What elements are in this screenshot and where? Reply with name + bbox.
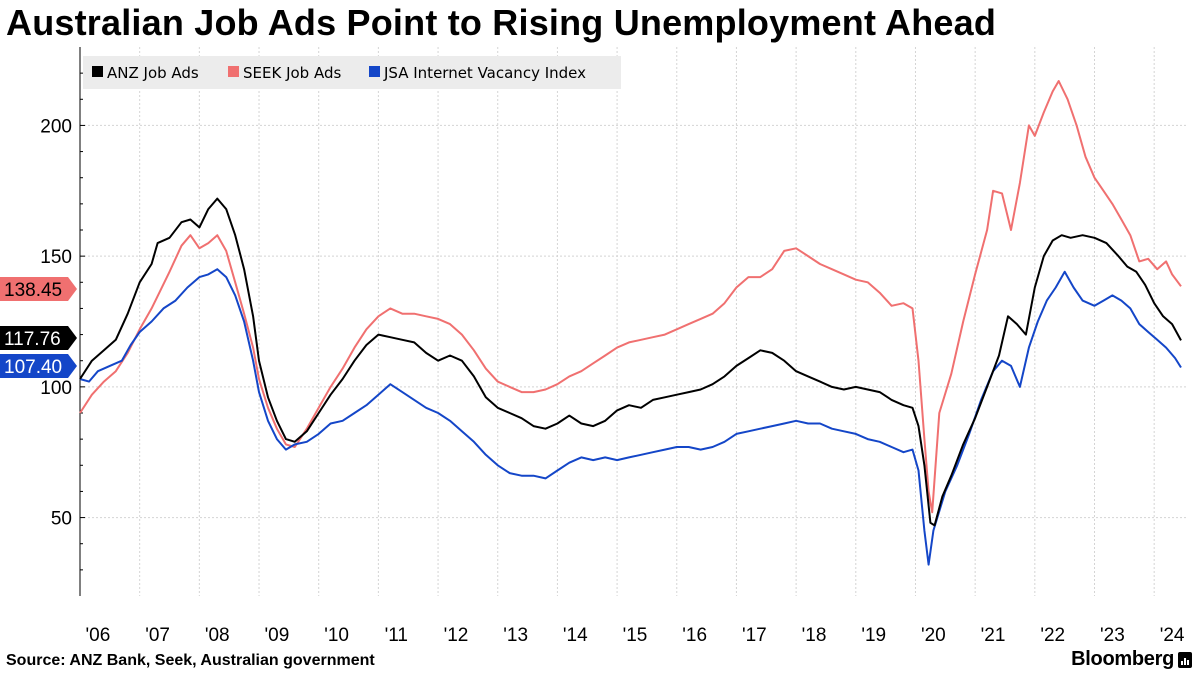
x-tick-label: '20 xyxy=(921,625,946,646)
x-axis-ticks: '06 '07 '08 '09 '10 '11 '12 '13 '14 '15 '16 '17 '18 '… xyxy=(86,625,1185,646)
legend-swatch-jsa xyxy=(369,66,380,77)
source-note: Source: ANZ Bank, Seek, Australian gover… xyxy=(6,652,375,669)
bloomberg-terminal-icon xyxy=(1178,651,1192,668)
value-callouts: 138.45 117.76 107.40 xyxy=(0,277,77,378)
x-tick-label: '15 xyxy=(623,625,648,646)
y-axis-ticks: 50 100 150 200 xyxy=(40,72,85,571)
callout-jsa xyxy=(0,354,77,378)
x-tick-label: '12 xyxy=(444,625,469,646)
callout-anz xyxy=(0,326,77,350)
x-tick-label: '09 xyxy=(265,625,290,646)
gridlines xyxy=(80,47,1187,596)
series-lines xyxy=(79,80,1182,566)
x-tick-label: '10 xyxy=(324,625,349,646)
legend-label-anz: ANZ Job Ads xyxy=(107,64,199,82)
y-tick-label: 200 xyxy=(40,116,72,137)
x-tick-label: '16 xyxy=(682,625,707,646)
y-tick-label: 100 xyxy=(40,378,72,399)
legend-label-seek: SEEK Job Ads xyxy=(243,64,341,82)
legend-label-jsa: JSA Internet Vacancy Index xyxy=(383,64,586,82)
callout-value-seek: 138.45 xyxy=(4,280,62,301)
y-tick-label: 50 xyxy=(51,509,72,530)
brand-logo: Bloomberg xyxy=(1071,648,1192,671)
callout-value-anz: 117.76 xyxy=(4,329,61,350)
series-line-seek xyxy=(79,80,1182,514)
x-tick-label: '17 xyxy=(742,625,767,646)
x-tick-label: '23 xyxy=(1100,625,1125,646)
brand-name: Bloomberg xyxy=(1071,648,1174,670)
legend-swatch-anz xyxy=(92,66,103,77)
x-tick-label: '07 xyxy=(145,625,170,646)
x-tick-label: '08 xyxy=(205,625,230,646)
legend-background xyxy=(83,56,621,89)
x-tick-label: '14 xyxy=(563,625,588,646)
x-tick-label: '19 xyxy=(861,625,886,646)
x-tick-label: '21 xyxy=(981,625,1006,646)
series-line-anz xyxy=(79,197,1182,527)
x-tick-label: '22 xyxy=(1040,625,1065,646)
y-tick-label: 150 xyxy=(40,247,72,268)
callout-value-jsa: 107.40 xyxy=(4,357,62,378)
x-tick-label: '06 xyxy=(86,625,111,646)
page-title: Australian Job Ads Point to Rising Unemp… xyxy=(6,2,997,43)
legend-swatch-seek xyxy=(228,66,239,77)
callout-seek xyxy=(0,277,77,301)
legend: ANZ Job Ads SEEK Job Ads JSA Internet Vaca… xyxy=(83,56,621,89)
x-tick-label: '11 xyxy=(385,625,408,646)
x-tick-label: '18 xyxy=(802,625,827,646)
x-tick-label: '13 xyxy=(503,625,528,646)
x-tick-label: '24 xyxy=(1160,625,1185,646)
series-line-jsa xyxy=(79,268,1182,566)
